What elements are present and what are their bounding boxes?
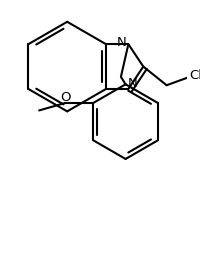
Text: N: N (117, 36, 127, 49)
Text: N: N (128, 77, 138, 90)
Text: O: O (60, 91, 71, 104)
Text: Cl: Cl (189, 69, 200, 82)
